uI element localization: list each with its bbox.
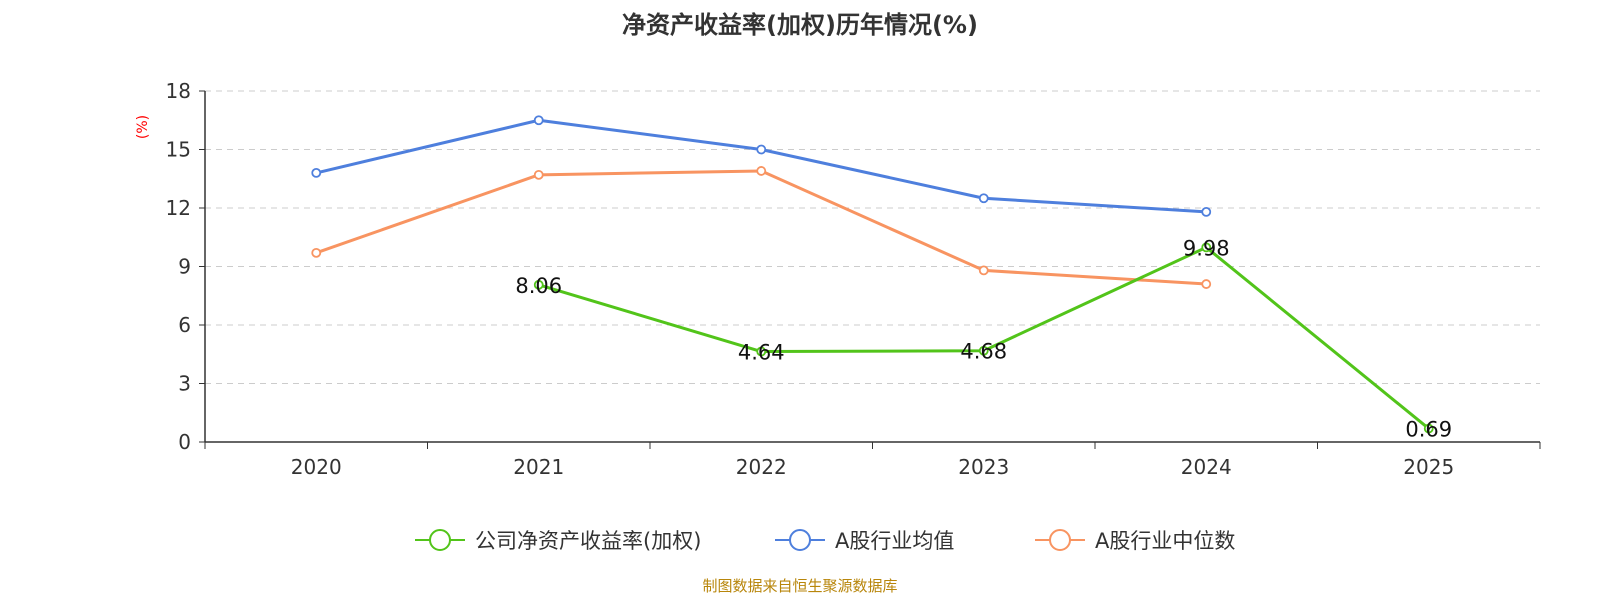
data-label: 0.69 [1405, 418, 1452, 442]
series-0 [533, 242, 1434, 434]
series-line [315, 169, 1207, 286]
x-tick-label: 2023 [958, 455, 1009, 479]
legend-item-0[interactable]: 公司净资产收益率(加权) [415, 529, 701, 553]
legend-item-1[interactable]: A股行业均值 [775, 529, 954, 553]
legend-marker [1049, 529, 1071, 551]
data-label: 9.98 [1183, 236, 1230, 260]
data-point[interactable] [756, 144, 767, 155]
y-tick-label: 3 [178, 372, 191, 396]
x-tick-label: 2021 [513, 455, 564, 479]
data-labels: 8.06 4.64 4.68 9.98 0.69 [515, 236, 1452, 441]
legend-label: A股行业均值 [835, 529, 954, 553]
axes: 0 3 6 9 12 15 18 2020 2021 2022 2023 2024 2025 [166, 79, 1541, 479]
x-tick-label: 2025 [1403, 455, 1454, 479]
x-tick-label: 2020 [291, 455, 342, 479]
data-label: 4.64 [738, 341, 785, 365]
legend-label: A股行业中位数 [1095, 529, 1235, 553]
legend-label: 公司净资产收益率(加权) [475, 529, 701, 553]
x-tick-label: 2024 [1181, 455, 1232, 479]
legend-item-2[interactable]: A股行业中位数 [1035, 529, 1235, 553]
legend[interactable]: 公司净资产收益率(加权) A股行业均值 A股行业中位数 [415, 529, 1235, 553]
data-point[interactable] [311, 247, 322, 258]
data-point[interactable] [1201, 242, 1212, 253]
y-tick-label: 15 [166, 138, 191, 162]
source-note: 制图数据来自恒生聚源数据库 [702, 577, 897, 595]
data-label: 4.68 [960, 340, 1007, 364]
data-point[interactable] [533, 115, 544, 126]
y-tick-label: 18 [166, 79, 191, 103]
series-1 [311, 115, 1212, 217]
data-point[interactable] [978, 345, 989, 356]
series-group [311, 115, 1434, 434]
legend-marker [789, 529, 811, 551]
data-point[interactable] [978, 265, 989, 276]
y-tick-label: 6 [178, 313, 191, 337]
series-2 [311, 166, 1212, 289]
legend-marker [429, 529, 451, 551]
data-point[interactable] [756, 166, 767, 176]
data-point[interactable] [978, 193, 989, 204]
data-point[interactable] [1201, 206, 1212, 217]
data-point[interactable] [1423, 423, 1434, 434]
y-tick-label: 9 [178, 255, 191, 279]
grid-lines [205, 90, 1540, 384]
data-point[interactable] [311, 167, 322, 178]
y-axis-label: (%) [135, 115, 151, 139]
data-point[interactable] [533, 169, 544, 180]
x-tick-label: 2022 [736, 455, 787, 479]
data-point[interactable] [756, 346, 767, 357]
data-label: 8.06 [515, 274, 562, 298]
y-tick-label: 0 [178, 430, 191, 454]
y-tick-label: 12 [166, 196, 191, 220]
data-point[interactable] [533, 279, 544, 290]
data-point[interactable] [1201, 279, 1212, 289]
chart-title: 净资产收益率(加权)历年情况(%) [622, 11, 978, 39]
